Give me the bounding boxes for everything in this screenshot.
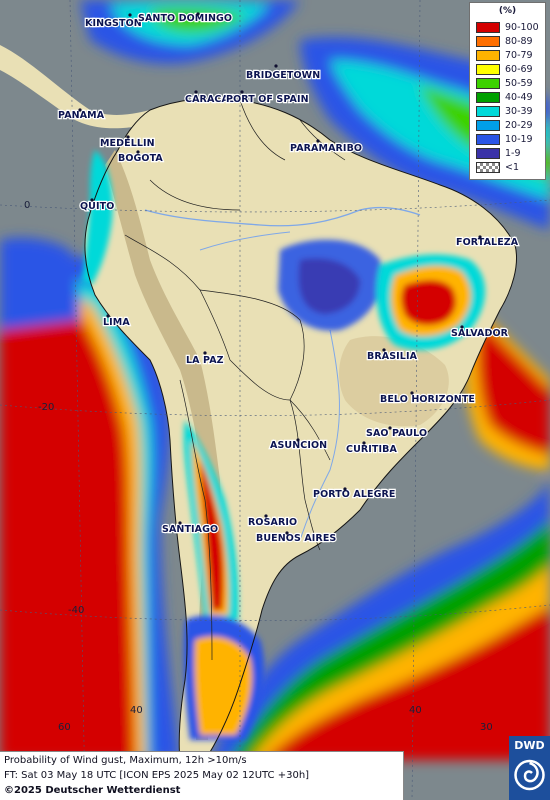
city-label: BRIDGETOWN bbox=[246, 70, 320, 81]
legend-swatch bbox=[476, 162, 500, 173]
legend-label: 50-59 bbox=[505, 78, 533, 89]
legend-swatch bbox=[476, 64, 500, 75]
city-label: PORTO ALEGRE bbox=[313, 489, 396, 500]
city-label: BOGOTA bbox=[118, 153, 163, 164]
legend-swatch bbox=[476, 36, 500, 47]
legend-label: 80-89 bbox=[505, 36, 533, 47]
city-label: BUENOS AIRES bbox=[256, 533, 336, 544]
legend-swatch bbox=[476, 148, 500, 159]
copyright: ©2025 Deutscher Wetterdienst bbox=[4, 785, 181, 796]
city-label: PARAMARIBO bbox=[290, 143, 362, 154]
city-label: SANTIAGO bbox=[162, 524, 218, 535]
legend-label: 90-100 bbox=[505, 22, 539, 33]
central-america-land bbox=[0, 45, 150, 129]
legend-entry: <1 bbox=[476, 161, 519, 174]
land-probability bbox=[82, 150, 485, 740]
legend-unit: (%) bbox=[498, 6, 517, 16]
city-markers bbox=[78, 12, 482, 535]
city-label: ASUNCION bbox=[270, 440, 327, 451]
legend: (%) 90-100 80-89 70-79 60-69 50-59 40-49… bbox=[469, 2, 546, 180]
coastline bbox=[84, 97, 518, 761]
legend-entry: 50-59 bbox=[476, 77, 533, 90]
legend-entry: 10-19 bbox=[476, 133, 533, 146]
legend-entry: 90-100 bbox=[476, 21, 539, 34]
city-label: LA PAZ bbox=[186, 355, 224, 366]
city-label: ROSARIO bbox=[248, 517, 297, 528]
grid-label: 30 bbox=[480, 722, 493, 733]
city-label: QUITO bbox=[80, 201, 114, 212]
city-label: SANTO DOMINGO bbox=[138, 13, 232, 24]
city-label: FORTALEZA bbox=[456, 237, 519, 248]
legend-entry: 40-49 bbox=[476, 91, 533, 104]
grid-label: 40 bbox=[130, 705, 143, 716]
legend-swatch bbox=[476, 120, 500, 131]
legend-swatch bbox=[476, 106, 500, 117]
grid-label: 60 bbox=[58, 722, 71, 733]
legend-label: <1 bbox=[505, 162, 520, 173]
city-label: SAO PAULO bbox=[366, 428, 427, 439]
legend-entry: 60-69 bbox=[476, 63, 533, 76]
country-borders bbox=[124, 99, 346, 661]
dwd-logo-text: DWD bbox=[514, 739, 545, 752]
grid-label: 0 bbox=[24, 200, 30, 211]
city-label: CARACAS bbox=[185, 94, 236, 105]
legend-label: 70-79 bbox=[505, 50, 533, 61]
legend-label: 30-39 bbox=[505, 106, 533, 117]
legend-entry: 30-39 bbox=[476, 105, 533, 118]
city-label: PORT OF SPAIN bbox=[226, 94, 309, 105]
grid-label: -20 bbox=[38, 402, 54, 413]
city-label: PANAMA bbox=[58, 110, 105, 121]
city-label: KINGSTON bbox=[85, 18, 142, 29]
product-title: Probability of Wind gust, Maximum, 12h >… bbox=[4, 755, 247, 766]
city-label: BELO HORIZONTE bbox=[380, 394, 475, 405]
legend-entry: 70-79 bbox=[476, 49, 533, 62]
legend-swatch bbox=[476, 78, 500, 89]
grid-labels: 0 -20 -40 60 40 40 30 bbox=[24, 200, 493, 733]
city-labels: KINGSTON SANTO DOMINGO BRIDGETOWN CARACA… bbox=[57, 12, 520, 545]
city-label: LIMA bbox=[103, 317, 130, 328]
grid-label: 40 bbox=[409, 705, 422, 716]
legend-swatch bbox=[476, 92, 500, 103]
legend-label: 1-9 bbox=[505, 148, 521, 159]
dwd-logo: DWD bbox=[509, 736, 550, 800]
city-label: CURITIBA bbox=[346, 444, 397, 455]
probability-field bbox=[0, 0, 550, 760]
legend-swatch bbox=[476, 22, 500, 33]
legend-label: 10-19 bbox=[505, 134, 533, 145]
legend-entry: 1-9 bbox=[476, 147, 521, 160]
legend-swatch bbox=[476, 50, 500, 61]
grid-label: -40 bbox=[68, 605, 84, 616]
legend-label: 60-69 bbox=[505, 64, 533, 75]
city-label: BRASILIA bbox=[367, 351, 418, 362]
legend-entry: 20-29 bbox=[476, 119, 533, 132]
forecast-time: FT: Sat 03 May 18 UTC [ICON EPS 2025 May… bbox=[4, 770, 310, 781]
legend-entry: 80-89 bbox=[476, 35, 533, 48]
swirl-icon bbox=[514, 759, 545, 791]
city-label: MEDELLIN bbox=[100, 138, 155, 149]
legend-swatch bbox=[476, 134, 500, 145]
info-footer: Probability of Wind gust, Maximum, 12h >… bbox=[0, 751, 404, 800]
amazon-river bbox=[144, 206, 421, 227]
city-label: SALVADOR bbox=[451, 328, 509, 339]
legend-label: 20-29 bbox=[505, 120, 533, 131]
legend-label: 40-49 bbox=[505, 92, 533, 103]
